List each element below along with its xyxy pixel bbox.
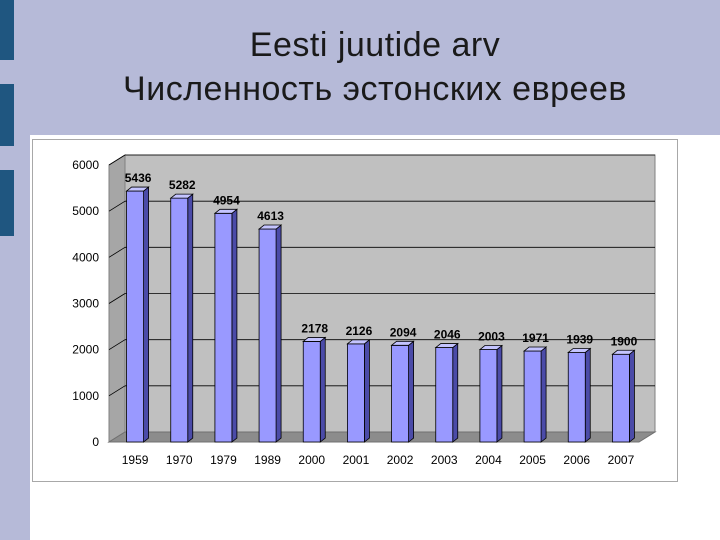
bar-side <box>629 349 635 443</box>
x-tick-label: 2001 <box>343 453 370 467</box>
data-label: 2046 <box>434 328 461 342</box>
x-tick-label: 2002 <box>387 453 414 467</box>
gridline <box>108 154 126 166</box>
bar <box>479 349 498 443</box>
bar <box>258 228 277 443</box>
data-label: 1939 <box>566 332 593 346</box>
bar-top <box>169 193 194 199</box>
bar-top <box>302 337 327 342</box>
x-tick-label: 2005 <box>519 453 546 467</box>
bar-side <box>275 224 282 443</box>
bar-side <box>408 340 414 443</box>
header-band <box>0 0 720 135</box>
bar-top <box>213 208 239 214</box>
plot-floor <box>107 431 657 443</box>
bar-side <box>319 336 326 443</box>
bar-top <box>434 343 459 348</box>
left-band <box>0 0 30 540</box>
bar-top <box>478 345 504 350</box>
bar-top <box>346 339 371 345</box>
data-label: 5436 <box>125 171 152 185</box>
y-tick-label: 6000 <box>72 158 99 172</box>
bar <box>567 352 586 443</box>
slide-subtitle: Численность эстонских евреев <box>123 70 627 108</box>
data-label: 4613 <box>257 209 284 223</box>
bar <box>435 347 454 443</box>
bar-side <box>584 347 591 443</box>
x-tick-label: 1979 <box>210 453 237 467</box>
gridline <box>108 339 126 351</box>
bar-top <box>611 349 636 355</box>
gridline <box>108 200 126 212</box>
chart-frame: 0 1000 2000 3000 4000 5000 6000 5436 1959 5282 197… <box>32 139 678 482</box>
x-tick-label: 2004 <box>475 453 502 467</box>
y-tick-label: 0 <box>92 435 99 449</box>
bar-top <box>390 340 415 346</box>
y-tick-label: 2000 <box>72 343 99 357</box>
bar <box>170 197 189 443</box>
bar <box>126 190 144 443</box>
gridline <box>108 246 126 258</box>
bar-top <box>522 346 548 352</box>
x-tick-label: 1959 <box>122 453 149 467</box>
accent-bar <box>0 170 14 236</box>
bar-side <box>364 339 370 443</box>
x-tick-label: 2007 <box>608 453 635 467</box>
bar-side <box>187 193 194 443</box>
gridline <box>108 385 126 397</box>
x-tick-label: 2000 <box>298 453 325 467</box>
bar-top <box>125 186 150 192</box>
data-label: 2126 <box>346 324 373 338</box>
y-tick-label: 3000 <box>72 297 99 311</box>
x-tick-label: 1989 <box>254 453 281 467</box>
bar <box>302 341 321 443</box>
bar-side <box>540 346 547 443</box>
accent-bar <box>0 0 14 60</box>
accent-bar <box>0 84 14 146</box>
data-label: 4954 <box>213 193 240 207</box>
data-label: 5282 <box>169 178 196 192</box>
bar <box>391 344 409 443</box>
bar-chart: 0 1000 2000 3000 4000 5000 6000 5436 1959 5282 197… <box>72 154 657 467</box>
y-tick-label: 4000 <box>72 250 99 264</box>
x-tick-label: 2006 <box>563 453 590 467</box>
bar-side <box>143 186 149 443</box>
data-label: 2178 <box>301 321 328 335</box>
bar <box>523 350 542 443</box>
bar-side <box>496 344 503 443</box>
bar-top <box>257 224 283 230</box>
x-tick-label: 2003 <box>431 453 458 467</box>
gridline <box>108 293 126 304</box>
bar <box>612 353 630 443</box>
y-tick-label: 1000 <box>72 389 99 403</box>
bar <box>214 212 233 443</box>
bar-side <box>452 342 459 443</box>
bar-top <box>567 348 592 353</box>
x-tick-label: 1970 <box>166 453 193 467</box>
data-label: 2003 <box>478 330 505 344</box>
data-label: 1971 <box>522 331 549 345</box>
y-tick-label: 5000 <box>72 204 99 218</box>
data-label: 1900 <box>611 334 638 348</box>
slide-title: Eesti juutide arv <box>249 26 501 64</box>
data-label: 2094 <box>390 325 417 339</box>
bar-side <box>231 208 238 443</box>
bar <box>347 343 365 443</box>
